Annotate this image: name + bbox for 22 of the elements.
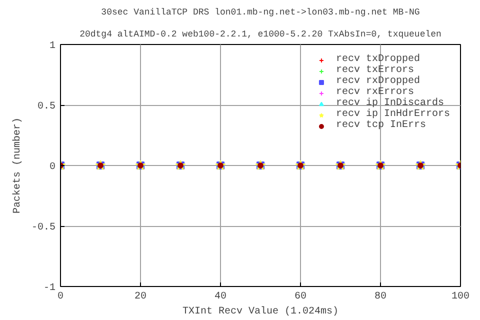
legend-label: recv ip InHdrErrors: [336, 109, 450, 120]
y-tick-label: -0.5: [31, 222, 56, 234]
x-tick-label: 60: [294, 292, 307, 302]
x-tick-label: 80: [374, 292, 387, 302]
x-tick-label: 20: [134, 292, 147, 302]
x-tick-label: 40: [214, 292, 227, 302]
legend-label: recv rxErrors: [336, 87, 414, 98]
legend-label: recv ip InDiscards: [336, 98, 444, 109]
y-tick-label: 0: [50, 162, 56, 173]
chart-subtitle: 20dtg4 altAIMD-0.2 web100-2.2.1, e1000-5.2.20 TxAbsIn=0, txqueuelen: [80, 30, 442, 40]
chart-title: 30sec VanillaTCP DRS lon01.mb-ng.net->lon03.mb-ng.net MB-NG: [101, 8, 420, 18]
legend-label: recv rxDropped: [336, 76, 420, 87]
x-tick-label: 0: [58, 292, 64, 302]
x-tick-label: 100: [452, 292, 470, 302]
y-axis-title: Packets (number): [11, 117, 24, 214]
y-tick-label: 1: [50, 41, 56, 52]
legend-label: recv txErrors: [336, 65, 414, 76]
x-axis-title: TXInt Recv Value (1.024ms): [182, 306, 339, 318]
legend-label: recv tcp InErrs: [336, 120, 426, 131]
legend-label: recv txDropped: [336, 54, 420, 65]
y-tick-label: 0.5: [37, 102, 56, 112]
y-tick-label: -1: [44, 283, 56, 294]
